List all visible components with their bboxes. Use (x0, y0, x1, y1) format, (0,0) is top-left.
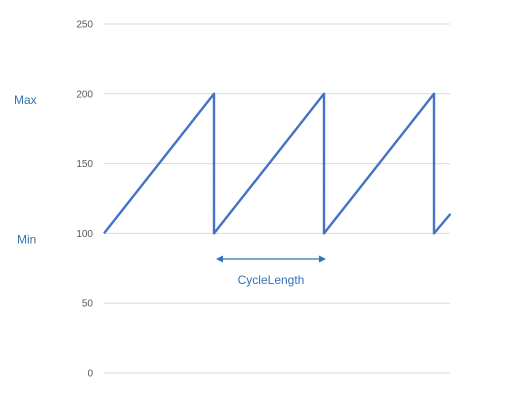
y-tick-label: 0 (87, 369, 93, 380)
gridlines (104, 23, 450, 374)
y-tick-label: 100 (76, 229, 93, 240)
min-label: Min (17, 232, 36, 246)
max-label: Max (14, 93, 37, 107)
y-tick-label: 50 (82, 299, 94, 310)
y-tick-label: 200 (76, 89, 93, 100)
arrowhead-left (216, 255, 223, 263)
series-line (103, 92, 452, 235)
cycle-length-label: CycleLength (238, 273, 305, 287)
y-tick-label: 250 (76, 20, 93, 31)
y-tick-label: 150 (76, 159, 93, 170)
y-axis-tick-labels: 0 50 100 150 200 250 (76, 20, 93, 380)
arrowhead-right (319, 255, 326, 263)
cycle-length-arrow (216, 255, 326, 263)
